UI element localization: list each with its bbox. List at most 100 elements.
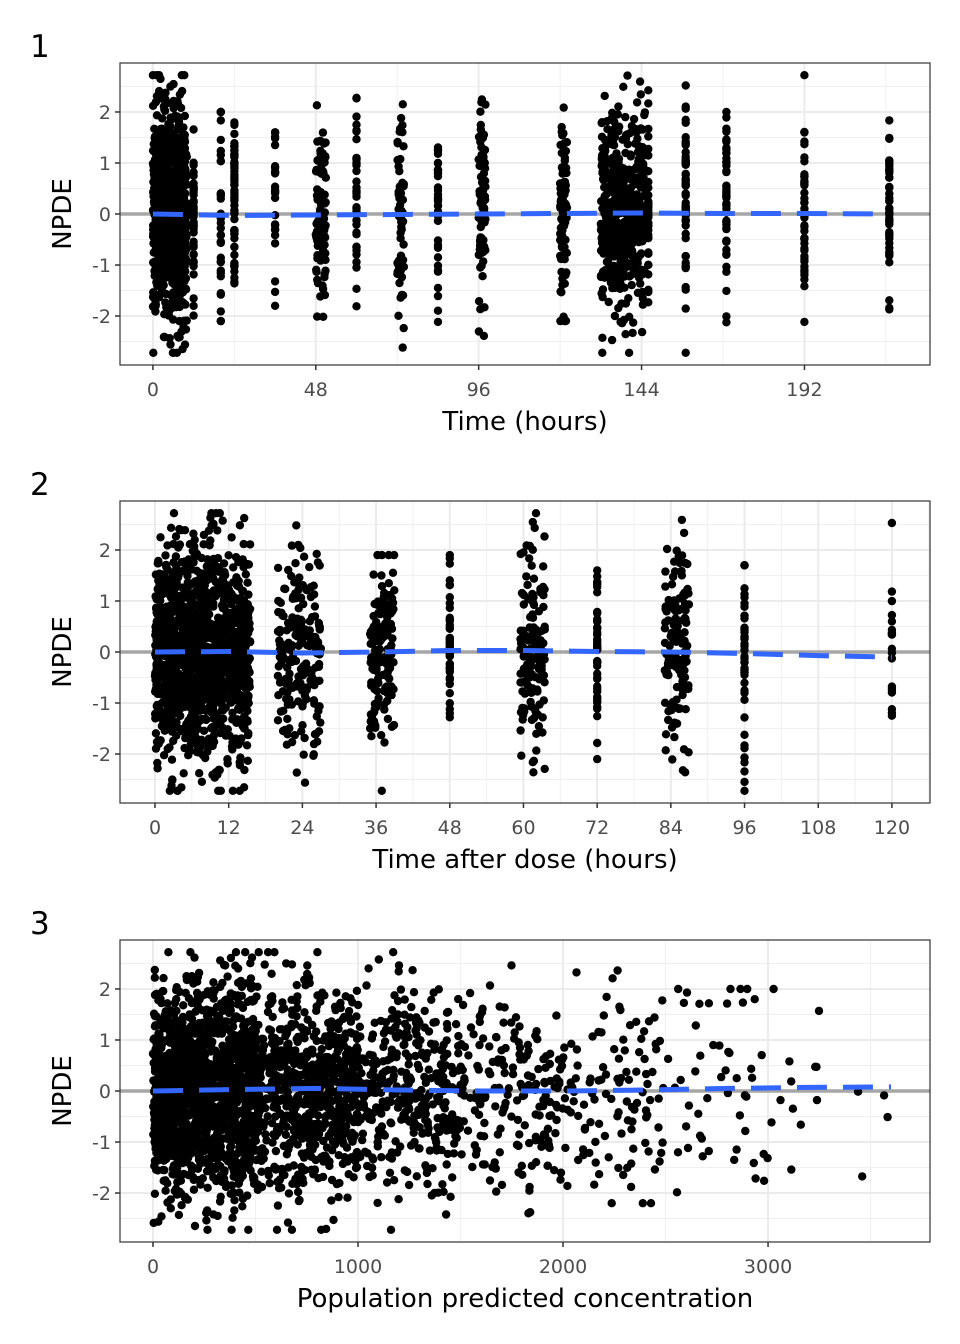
data-point	[474, 297, 484, 306]
data-point	[168, 697, 177, 706]
data-point	[635, 77, 645, 86]
data-point	[395, 278, 404, 288]
data-point	[312, 549, 321, 559]
data-point	[292, 626, 302, 636]
data-point	[740, 611, 749, 620]
data-point	[628, 328, 637, 338]
data-point	[313, 185, 322, 194]
data-point	[369, 651, 379, 660]
data-point	[155, 581, 164, 591]
data-point	[270, 134, 280, 143]
data-point	[321, 173, 330, 182]
data-point	[480, 303, 489, 312]
x-tick-label: 48	[304, 379, 328, 401]
data-point	[600, 135, 610, 145]
data-point	[602, 117, 612, 126]
data-point	[887, 596, 897, 606]
data-point	[558, 141, 567, 150]
data-point	[644, 183, 653, 192]
data-point	[160, 687, 169, 696]
data-point	[681, 115, 690, 125]
data-point	[399, 240, 408, 249]
data-point	[393, 137, 402, 147]
data-point	[230, 242, 239, 252]
data-point	[624, 294, 633, 303]
data-point	[169, 623, 178, 632]
data-point	[243, 657, 253, 666]
data-point	[682, 641, 691, 650]
data-point	[352, 242, 361, 252]
data-point	[369, 611, 378, 621]
data-point	[189, 311, 198, 320]
data-point	[612, 221, 622, 230]
data-point	[298, 635, 307, 644]
data-point	[593, 588, 602, 597]
data-point	[677, 571, 687, 580]
data-point	[270, 140, 280, 150]
data-point	[722, 236, 731, 246]
data-point	[168, 230, 177, 240]
data-point	[226, 608, 235, 618]
data-point	[270, 239, 280, 248]
data-point	[662, 544, 672, 554]
data-point	[540, 764, 549, 774]
data-point	[167, 141, 176, 151]
data-point	[885, 156, 894, 165]
data-point	[800, 282, 809, 291]
data-point	[352, 120, 361, 129]
data-point	[189, 301, 198, 311]
data-point	[621, 330, 630, 339]
data-point	[168, 687, 177, 697]
x-tick-label: 144	[623, 379, 659, 401]
data-point	[199, 726, 209, 735]
data-point	[202, 588, 212, 597]
data-point	[291, 656, 301, 666]
data-point	[207, 708, 216, 717]
data-point	[476, 125, 485, 134]
data-point	[593, 658, 602, 667]
data-point	[381, 619, 390, 628]
data-point	[205, 597, 214, 606]
data-point	[534, 607, 544, 616]
data-point	[312, 101, 322, 110]
data-point	[740, 667, 749, 677]
data-point	[216, 718, 225, 727]
data-point	[445, 679, 454, 689]
data-point	[314, 706, 323, 716]
data-point	[389, 658, 398, 667]
data-point	[310, 602, 320, 611]
data-point	[640, 110, 649, 120]
data-point	[161, 560, 171, 570]
data-point	[352, 257, 361, 267]
data-point	[632, 98, 642, 107]
data-point	[800, 172, 809, 181]
data-point	[208, 573, 218, 582]
data-point	[679, 528, 689, 538]
data-point	[159, 332, 169, 342]
data-point	[528, 684, 537, 693]
data-point	[160, 267, 169, 276]
data-point	[165, 743, 174, 752]
data-point	[395, 124, 405, 133]
data-point	[176, 122, 185, 131]
data-point	[644, 132, 653, 141]
data-point	[669, 620, 678, 630]
y-tick-label: 0	[99, 204, 111, 226]
data-point	[203, 692, 212, 701]
data-point	[522, 572, 531, 581]
data-point	[172, 195, 181, 204]
data-point	[593, 704, 602, 713]
data-point	[149, 348, 158, 357]
data-point	[681, 614, 690, 623]
data-point	[539, 562, 548, 571]
data-point	[388, 568, 398, 577]
data-point	[230, 146, 239, 155]
data-point	[270, 128, 280, 137]
data-point	[532, 746, 541, 755]
data-point	[216, 289, 225, 298]
data-point	[166, 523, 176, 532]
data-point	[800, 246, 809, 255]
data-point	[319, 312, 328, 321]
panel-tag: 1	[30, 29, 50, 65]
